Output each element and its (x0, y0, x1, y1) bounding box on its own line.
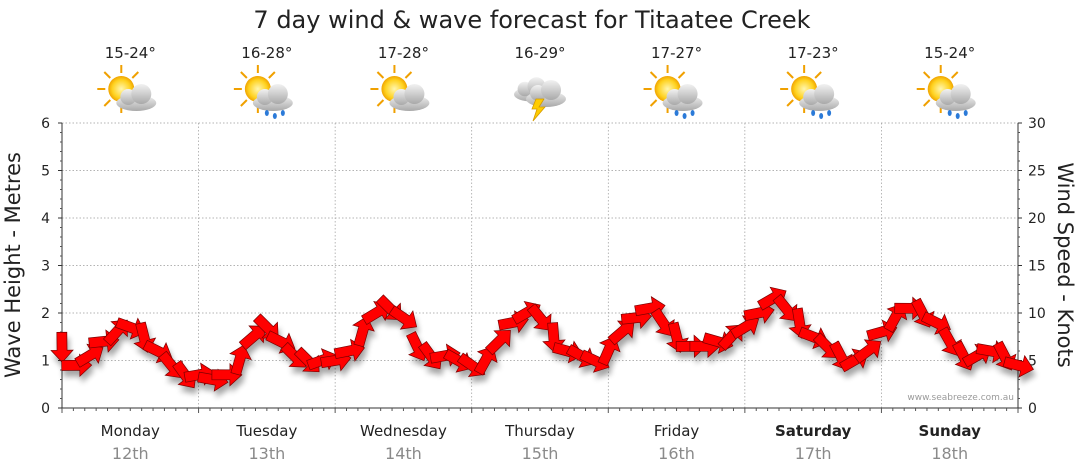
wind-arrow (729, 315, 760, 340)
left-axis-title: Wave Height - Metres (1, 152, 25, 378)
wind-arrow (388, 305, 418, 330)
day-labels: Monday 12th Tuesday 13th Wednesday 14th Thursd… (101, 422, 981, 463)
wind-arrow (607, 320, 635, 346)
left-tick-label: 4 (41, 211, 50, 227)
wind-arrow (238, 325, 266, 351)
temp-range: 17-27° (651, 44, 702, 62)
wind-arrow (50, 331, 74, 363)
left-tick-label: 0 (41, 401, 50, 417)
temp-range: 17-23° (788, 44, 839, 62)
day-date: 18th (931, 444, 968, 463)
right-axis-title: Wind Speed - Knots (1053, 162, 1077, 367)
day-name: Friday (654, 422, 700, 440)
credit-text: www.seabreeze.com.au (907, 393, 1014, 403)
right-y-ticks: 0 5 10 15 20 25 30 (1018, 116, 1046, 417)
right-tick-label: 25 (1028, 164, 1046, 180)
day-name: Wednesday (360, 422, 447, 440)
temp-range: 16-28° (241, 44, 292, 62)
right-tick-label: 20 (1028, 211, 1046, 227)
day-date: 16th (658, 444, 695, 463)
day-name: Thursday (504, 422, 575, 440)
wind-arrow (772, 293, 798, 322)
wind-arrow (650, 307, 675, 337)
day-date: 15th (522, 444, 559, 463)
right-tick-label: 10 (1028, 306, 1046, 322)
day-name: Tuesday (235, 422, 297, 440)
left-tick-label: 2 (41, 306, 50, 322)
wind-arrow (352, 316, 375, 348)
forecast-row: 15-24° 16-28° 17-28° 16-29° 17-27° 17-23° 15-2… (96, 44, 976, 122)
day-date: 17th (795, 444, 832, 463)
showers-icon (642, 64, 703, 119)
showers-icon (779, 64, 840, 119)
temp-range: 17-28° (378, 44, 429, 62)
right-tick-label: 0 (1028, 401, 1037, 417)
right-tick-label: 5 (1028, 354, 1037, 370)
wind-arrow (1002, 354, 1034, 378)
day-date: 14th (385, 444, 422, 463)
wind-arrow (229, 344, 252, 376)
wind-arrow (853, 339, 882, 364)
wind-arrow (484, 329, 511, 356)
left-tick-label: 6 (41, 116, 50, 132)
left-tick-label: 1 (41, 354, 50, 370)
day-name: Sunday (919, 422, 982, 440)
left-tick-label: 5 (41, 164, 50, 180)
partly-cloudy-icon (369, 64, 430, 114)
day-name: Saturday (775, 422, 852, 440)
showers-icon (915, 64, 976, 119)
right-tick-label: 30 (1028, 116, 1046, 132)
wind-arrows (50, 286, 1034, 392)
day-name: Monday (101, 422, 160, 440)
day-date: 12th (112, 444, 149, 463)
showers-icon (232, 64, 293, 119)
grid-lines (62, 122, 1018, 408)
day-date: 13th (248, 444, 285, 463)
right-tick-label: 15 (1028, 259, 1046, 275)
temp-range: 15-24° (105, 44, 156, 62)
left-tick-label: 3 (41, 259, 50, 275)
partly-cloudy-icon (96, 64, 157, 114)
chart-title: 7 day wind & wave forecast for Titaatee … (253, 6, 810, 34)
temp-range: 16-29° (514, 44, 565, 62)
wind-arrow (526, 303, 552, 331)
thunderstorm-icon (514, 77, 566, 122)
wind-arrow (74, 343, 104, 368)
temp-range: 15-24° (924, 44, 975, 62)
left-y-ticks: 0 1 2 3 4 5 6 (41, 116, 62, 417)
